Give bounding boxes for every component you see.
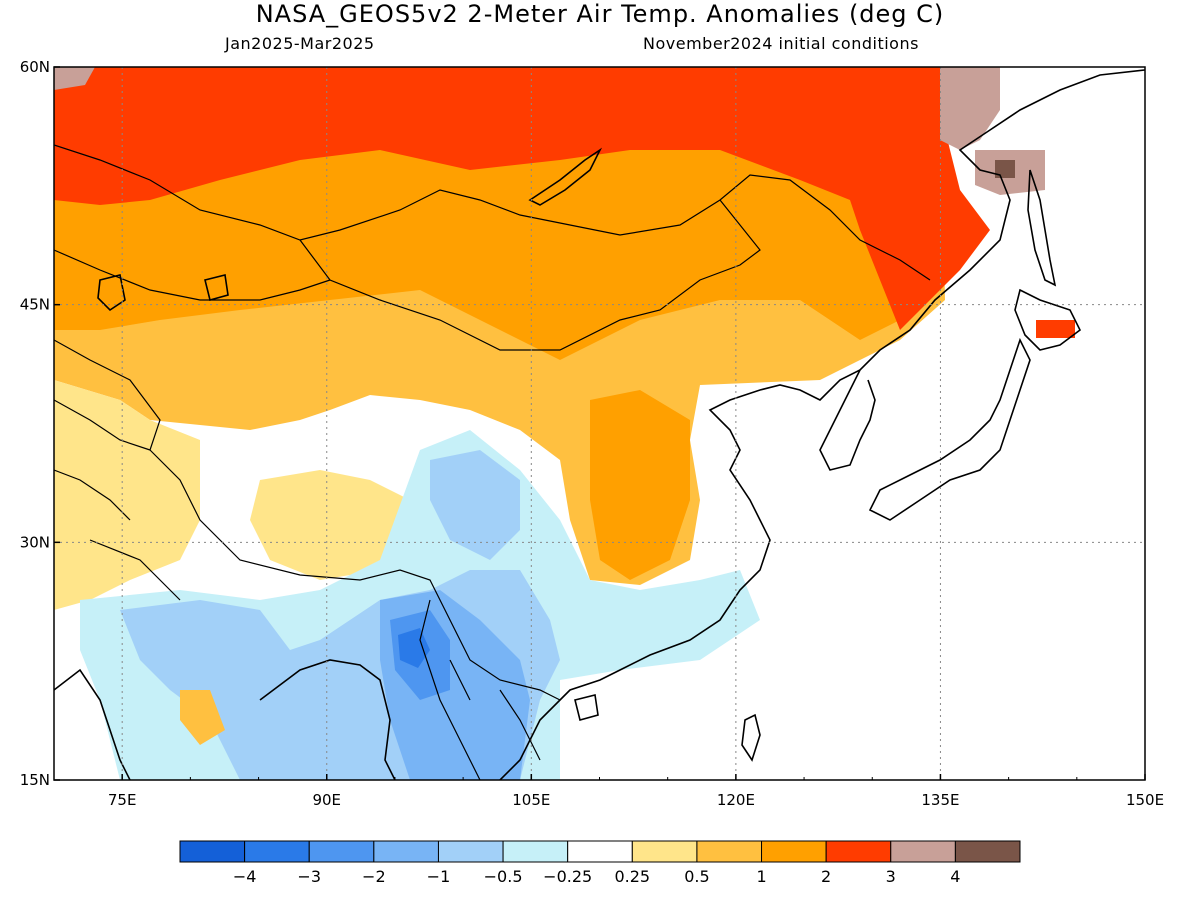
longitude-axis: 75E 90E 105E 120E 135E 150E (53, 774, 1164, 809)
colorbar-label: −4 (233, 867, 257, 886)
coastline-japan (868, 337, 1031, 521)
border-china-west (54, 339, 561, 701)
y-tick-label: 15N (20, 771, 50, 789)
lake-baikal (528, 147, 603, 206)
anomaly-fields (54, 67, 1145, 780)
x-tick-label: 90E (312, 791, 341, 809)
field-extreme-core (995, 160, 1015, 178)
colorbar-swatch (308, 840, 375, 863)
colorbar-swatch (179, 840, 246, 863)
colorbar-label: 1 (756, 867, 766, 886)
colorbar-swatch (761, 840, 827, 863)
colorbar-swatch (437, 840, 504, 863)
colorbar: −4 −3 −2 −1 −0.5 −0.25 0.25 0.5 1 2 3 4 (179, 840, 1021, 886)
colorbar-label: 0.5 (684, 867, 709, 886)
coastline-caspian-aral (97, 274, 229, 312)
colorbar-swatch (502, 840, 569, 863)
border-central-asia (54, 399, 181, 601)
colorbar-swatch (244, 840, 310, 863)
field-hot-japan (1036, 320, 1075, 338)
colorbar-swatch (825, 840, 892, 863)
field-coldest (398, 628, 430, 668)
border-seasia (419, 599, 541, 780)
country-borders (54, 144, 931, 780)
field-warm-tibet (250, 470, 410, 580)
coastline-hainan (574, 694, 599, 721)
x-tick-label: 150E (1126, 791, 1164, 809)
colorbar-swatch (631, 840, 698, 863)
colorbar-label: −0.25 (543, 867, 592, 886)
y-tick-label: 30N (20, 533, 50, 551)
colorbar-label: 2 (821, 867, 831, 886)
border-kazakh (54, 249, 331, 301)
grid-lines (54, 67, 1145, 780)
colorbar-swatch (696, 840, 763, 863)
colorbar-label: 0.25 (614, 867, 650, 886)
x-tick-label: 75E (108, 791, 137, 809)
colorbar-label: 4 (950, 867, 960, 886)
field-moderate-china (590, 390, 690, 580)
colorbar-swatch (890, 840, 956, 863)
coastline-sakhalin (1027, 169, 1057, 287)
y-tick-label: 60N (20, 58, 50, 76)
colorbar-label: −0.5 (484, 867, 523, 886)
field-hot-north (54, 67, 990, 330)
colorbar-label: −1 (427, 867, 451, 886)
colorbar-swatch (954, 840, 1021, 863)
field-extreme-nw (54, 67, 95, 90)
x-tick-label: 105E (512, 791, 550, 809)
coastline-hokkaido (1014, 288, 1082, 351)
coastline-korea (819, 369, 876, 471)
colorbar-label: −3 (297, 867, 321, 886)
colorbar-swatch (567, 840, 633, 863)
coastline-east-asia (499, 69, 1145, 780)
initial-conditions: November2024 initial conditions (643, 34, 919, 53)
field-cool-sichuan (430, 450, 520, 560)
coastline-india (54, 659, 396, 780)
x-tick-label: 120E (717, 791, 755, 809)
border-mongolia-china (299, 199, 761, 351)
x-tick-label: 135E (921, 791, 959, 809)
coastline-taiwan (741, 713, 761, 762)
border-russia-south (54, 144, 931, 281)
coastlines (54, 69, 1145, 780)
latitude-axis: 60N 45N 30N 15N (20, 58, 60, 789)
field-warm-india (180, 690, 225, 745)
map-title: NASA_GEOS5v2 2-Meter Air Temp. Anomalies… (255, 0, 945, 28)
forecast-period: Jan2025-Mar2025 (225, 34, 375, 53)
field-warm-west (54, 380, 200, 610)
colorbar-label: −2 (362, 867, 386, 886)
colorbar-swatch (373, 840, 439, 863)
field-extreme-ne (940, 67, 1000, 150)
y-tick-label: 45N (20, 296, 50, 314)
colorbar-label: 3 (886, 867, 896, 886)
